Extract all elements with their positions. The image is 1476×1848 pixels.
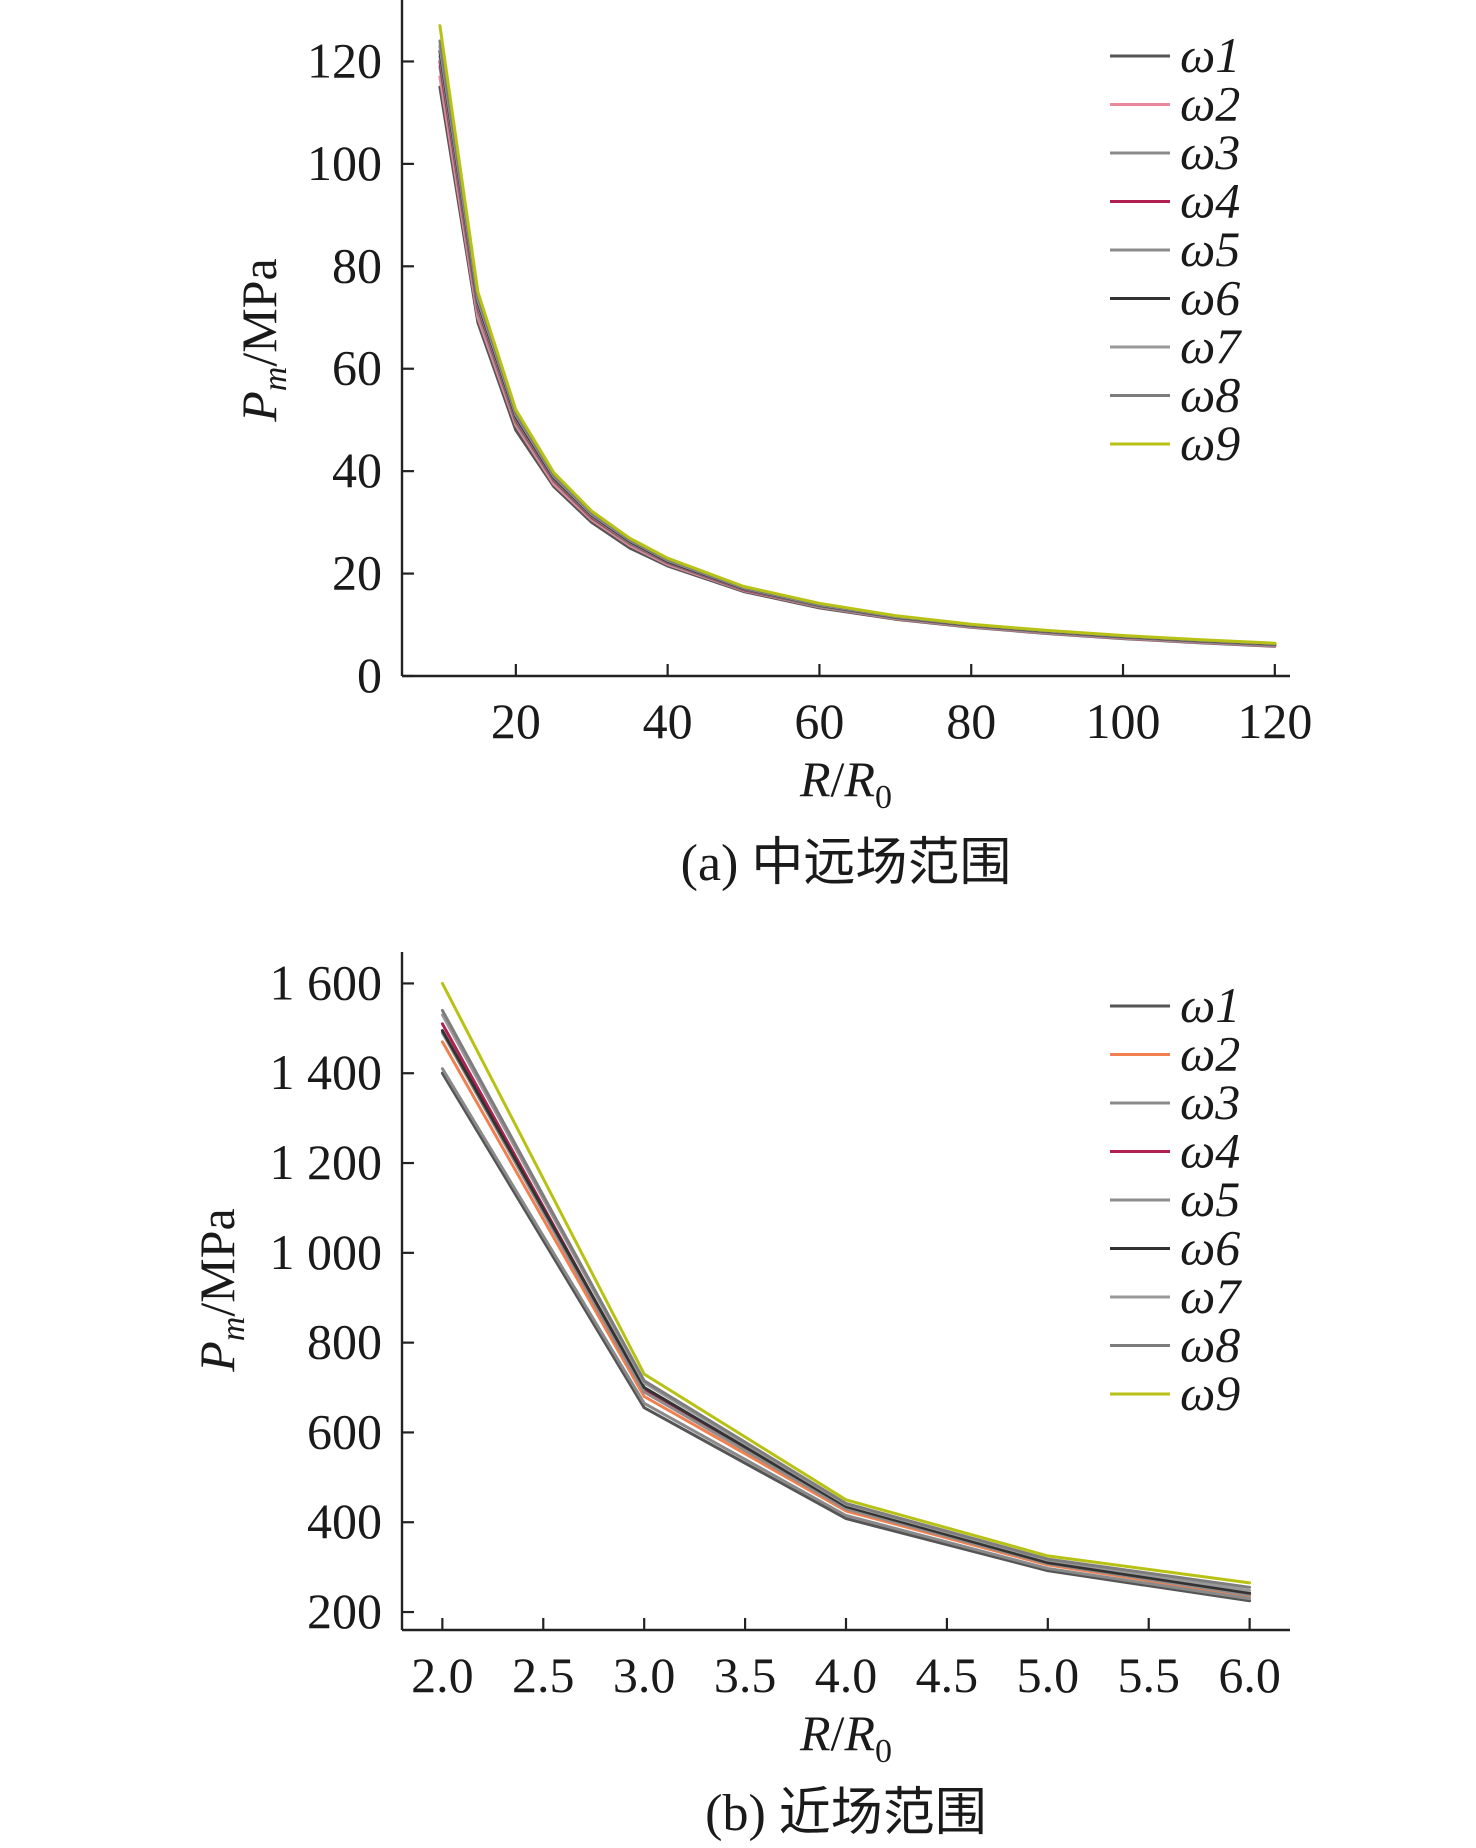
- series-lines-a: [438, 24, 1277, 648]
- x-tick-label: 40: [643, 693, 693, 749]
- series-line-b-2: [440, 1040, 1252, 1598]
- x-tick-label: 3.5: [714, 1647, 777, 1703]
- y-ticks-b: 200 400 600 800 1 000 1 200 1 400 1 600: [270, 954, 414, 1639]
- chart-panel-a: 20 40 60 80 100 120 0 20 40 60 80 100 120 Pm/MPa R/…: [231, 0, 1312, 892]
- legend-label: ω8: [1180, 1317, 1240, 1373]
- series-line-b-1: [440, 1071, 1252, 1603]
- series-line-b-3: [440, 1067, 1252, 1601]
- x-ticks-a: 20 40 60 80 100 120: [491, 664, 1312, 749]
- series-line-a-9: [438, 24, 1277, 645]
- y-tick-label: 1 600: [270, 954, 383, 1010]
- y-tick-label: 600: [307, 1403, 382, 1459]
- series-line-a-2: [438, 75, 1277, 648]
- y-tick-label: 40: [332, 442, 382, 498]
- y-tick-label: 1 400: [270, 1044, 383, 1100]
- legend-label: ω2: [1180, 1026, 1240, 1082]
- x-tick-label: 20: [491, 693, 541, 749]
- legend-label: ω8: [1180, 367, 1240, 423]
- series-lines-b: [440, 981, 1252, 1603]
- x-tick-label: 80: [946, 693, 996, 749]
- y-tick-label: 800: [307, 1314, 382, 1370]
- x-axis-title-b: R/R0: [799, 1705, 892, 1770]
- y-tick-label: 200: [307, 1583, 382, 1639]
- legend-label: ω5: [1180, 1171, 1240, 1227]
- caption-b: (b) 近场范围: [705, 1785, 987, 1842]
- series-line-a-7: [438, 44, 1277, 646]
- x-tick-label: 3.0: [613, 1647, 676, 1703]
- legend-label: ω9: [1180, 415, 1240, 471]
- series-line-b-6: [440, 1029, 1252, 1595]
- y-tick-label: 400: [307, 1493, 382, 1549]
- series-line-b-8: [440, 1008, 1252, 1589]
- legend-label: ω9: [1180, 1365, 1240, 1421]
- legend-label: ω1: [1180, 977, 1240, 1033]
- series-line-b-9: [440, 981, 1252, 1585]
- legend-label: ω3: [1180, 124, 1240, 180]
- legend-label: ω2: [1180, 76, 1240, 132]
- series-line-a-4: [438, 60, 1277, 647]
- x-tick-label: 60: [794, 693, 844, 749]
- y-tick-label: 60: [332, 340, 382, 396]
- y-tick-label: 1 000: [270, 1224, 383, 1280]
- legend-label: ω4: [1180, 173, 1240, 229]
- y-tick-label: 1 200: [270, 1134, 383, 1190]
- y-ticks-a: 0 20 40 60 80 100 120: [307, 32, 414, 703]
- y-axis-title-a: Pm/MPa: [231, 258, 294, 422]
- x-tick-label: 4.0: [815, 1647, 878, 1703]
- legend-label: ω7: [1180, 1268, 1242, 1324]
- caption-a: (a) 中远场范围: [681, 835, 1012, 892]
- x-ticks-b: 2.0 2.5 3.0 3.5 4.0 4.5 5.0 5.5 6.0: [411, 1618, 1281, 1703]
- legend-label: ω3: [1180, 1074, 1240, 1130]
- x-axis-title-a: R/R0: [799, 751, 892, 816]
- series-line-a-8: [438, 39, 1277, 646]
- x-tick-label: 120: [1237, 693, 1312, 749]
- y-tick-label: 20: [332, 545, 382, 601]
- x-tick-label: 5.5: [1117, 1647, 1180, 1703]
- x-tick-label: 2.0: [411, 1647, 474, 1703]
- chart-panel-b: 2.0 2.5 3.0 3.5 4.0 4.5 5.0 5.5 6.0 200 400 600 800…: [189, 952, 1290, 1842]
- x-tick-label: 6.0: [1218, 1647, 1281, 1703]
- legend-label: ω4: [1180, 1123, 1240, 1179]
- y-axis-title-b: Pm/MPa: [189, 1208, 252, 1372]
- legend-label: ω6: [1180, 270, 1240, 326]
- legend-label: ω5: [1180, 221, 1240, 277]
- x-tick-label: 2.5: [512, 1647, 575, 1703]
- legend-label: ω7: [1180, 318, 1242, 374]
- x-tick-label: 100: [1086, 693, 1161, 749]
- y-tick-label: 120: [307, 32, 382, 88]
- y-tick-label: 80: [332, 237, 382, 293]
- x-tick-label: 4.5: [916, 1647, 979, 1703]
- y-tick-label: 100: [307, 135, 382, 191]
- x-tick-label: 5.0: [1017, 1647, 1080, 1703]
- legend-label: ω1: [1180, 27, 1240, 83]
- series-line-a-1: [438, 85, 1277, 648]
- y-tick-label: 0: [357, 647, 382, 703]
- series-line-a-5: [438, 54, 1277, 647]
- legend-label: ω6: [1180, 1220, 1240, 1276]
